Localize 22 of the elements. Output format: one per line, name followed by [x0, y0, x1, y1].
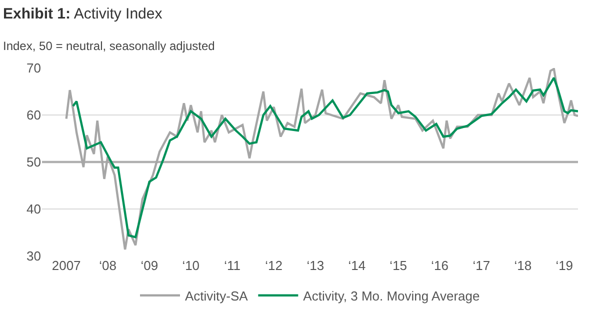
x-tick-label: ‘08	[99, 258, 116, 273]
x-tick-label: ‘14	[348, 258, 366, 273]
x-tick-label: ‘10	[182, 258, 200, 273]
x-tick-label: ‘09	[140, 258, 158, 273]
x-tick-label: ‘17	[472, 258, 490, 273]
x-tick-label: ‘15	[390, 258, 408, 273]
chart-subtitle: Index, 50 = neutral, seasonally adjusted	[3, 39, 215, 54]
y-tick-label: 30	[26, 248, 41, 264]
y-tick-label: 60	[26, 108, 41, 123]
x-tick-label: ‘11	[224, 258, 241, 273]
y-tick-label: 70	[26, 60, 41, 76]
x-tick-label: ‘18	[514, 258, 532, 273]
x-tick-label: ‘19	[556, 258, 574, 273]
x-tick-label: ‘13	[306, 258, 324, 273]
legend-label: Activity-SA	[185, 288, 248, 304]
y-tick-label: 50	[26, 154, 41, 170]
x-tick-label: ‘12	[265, 258, 282, 273]
x-tick-label: ‘16	[431, 258, 448, 273]
chart-title: Exhibit 1: Activity Index	[3, 6, 163, 23]
y-tick-label: 40	[26, 202, 41, 217]
legend-label: Activity, 3 Mo. Moving Average	[303, 288, 480, 304]
x-tick-label: 2007	[52, 258, 81, 273]
